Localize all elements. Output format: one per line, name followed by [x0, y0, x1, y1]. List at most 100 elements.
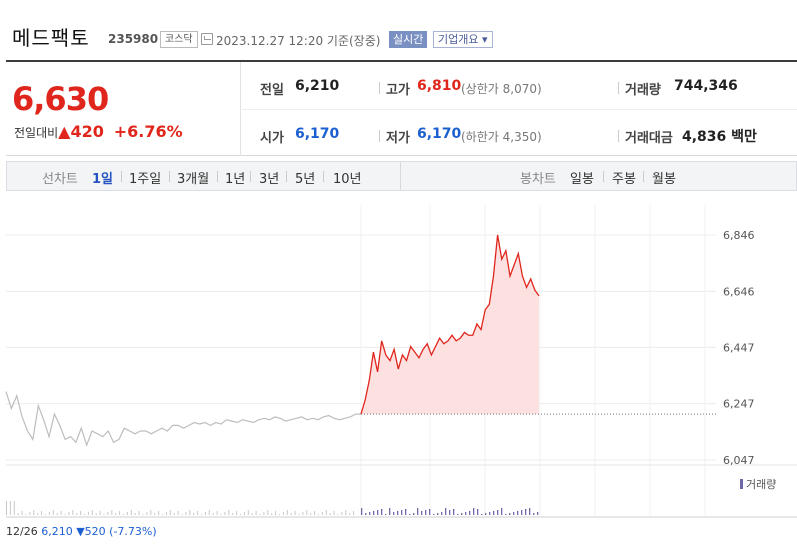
- current-price: 6,630: [12, 80, 109, 118]
- volume-bar: [138, 511, 140, 515]
- volume-bar: [445, 508, 447, 515]
- volume-bar: [417, 508, 419, 515]
- realtime-button[interactable]: 실시간: [389, 31, 428, 48]
- y-tick-label: 6,646: [723, 285, 755, 298]
- volume-bar: [212, 513, 214, 515]
- volume-legend-marker: [740, 479, 743, 489]
- prev-close-value: 6,210: [295, 78, 340, 94]
- volume-bar: [267, 510, 269, 515]
- volume-bar: [306, 510, 308, 515]
- volume-bar: [477, 509, 479, 515]
- volume-bar: [232, 513, 234, 515]
- volume-bar: [421, 511, 423, 515]
- volume-bar: [240, 514, 241, 515]
- change-label: 전일대비: [14, 126, 59, 140]
- volume-bar: [275, 511, 277, 515]
- volume-bar: [493, 511, 495, 515]
- volume-bar: [489, 512, 491, 515]
- volume-bar: [369, 512, 371, 515]
- volume-bar: [271, 513, 273, 515]
- volume-bar: [41, 511, 43, 515]
- volume-bar: [497, 510, 499, 515]
- volume-bar: [173, 513, 175, 515]
- volume-bar: [80, 511, 82, 515]
- y-tick-label: 6,047: [723, 454, 755, 467]
- divider: [379, 82, 380, 94]
- stock-header: 메드팩토 235980 코스닥 2023.12.27 12:20 기준(장중) …: [0, 0, 797, 60]
- volume-bar: [68, 512, 70, 515]
- volume-bar: [158, 511, 160, 515]
- volume-bar: [517, 511, 519, 515]
- volume-bar: [310, 513, 312, 515]
- volume-bar: [325, 510, 327, 515]
- volume-bar: [220, 514, 222, 515]
- volume-bar: [453, 509, 455, 515]
- volume-bar: [154, 513, 156, 515]
- volume-bar: [279, 514, 280, 515]
- volume-bar: [123, 514, 124, 515]
- low-label: 저가: [386, 131, 410, 146]
- volume-bar: [537, 512, 539, 515]
- high-label: 고가: [386, 83, 410, 98]
- volume-bar: [72, 510, 74, 515]
- volume-bar: [60, 511, 62, 515]
- divider: [240, 109, 797, 110]
- market-badge: 코스닥: [160, 31, 198, 48]
- volume-bar: [185, 512, 187, 515]
- volume-bar: [263, 512, 265, 515]
- volume-bar: [337, 514, 339, 515]
- stock-name[interactable]: 메드팩토: [12, 26, 90, 50]
- volume-bar: [361, 508, 363, 515]
- volume-bar: [9, 501, 11, 515]
- volume-bar: [259, 514, 261, 515]
- volume-bar: [95, 513, 97, 515]
- volume-bar: [146, 512, 148, 515]
- footer-change: ▼520 (-7.73%): [76, 525, 157, 538]
- divider: [603, 171, 604, 182]
- period-daily-candle[interactable]: 일봉: [570, 172, 594, 187]
- volume-bar: [99, 511, 101, 515]
- volume-bar: [353, 511, 355, 515]
- prev-day-line: [5, 391, 361, 447]
- volume-bar: [150, 510, 152, 515]
- volume-bar: [76, 513, 78, 515]
- period-10y[interactable]: 10년: [333, 172, 362, 187]
- volume-bar: [37, 513, 39, 515]
- period-1w[interactable]: 1주일: [129, 172, 162, 187]
- period-weekly-candle[interactable]: 주봉: [612, 172, 636, 187]
- volume-bar: [461, 513, 463, 515]
- clock-icon: [201, 33, 213, 45]
- volume-bar: [165, 512, 167, 515]
- volume-bar: [485, 513, 487, 515]
- divider: [618, 82, 619, 94]
- period-monthly-candle[interactable]: 월봉: [652, 172, 676, 187]
- period-1y[interactable]: 1년: [225, 172, 246, 187]
- volume-bar: [115, 513, 117, 515]
- volume-bar: [365, 513, 367, 515]
- period-3y[interactable]: 3년: [259, 172, 280, 187]
- volume-bar: [13, 501, 15, 515]
- company-overview-dropdown[interactable]: 기업개요 ▾: [433, 31, 493, 48]
- volume-bar: [193, 513, 195, 515]
- divider: [379, 130, 380, 142]
- volume-bar: [107, 512, 109, 515]
- volume-bar: [84, 514, 85, 515]
- prev-close-label: 전일: [260, 83, 284, 98]
- volume-bar: [142, 514, 144, 515]
- grid: [6, 205, 797, 518]
- period-5y[interactable]: 5년: [295, 172, 316, 187]
- divider: [643, 171, 644, 182]
- period-1d[interactable]: 1일: [92, 172, 114, 187]
- volume-bar: [204, 512, 206, 515]
- quote-panel: 6,630 전일대비▲420 +6.76% 전일 6,210 고가 6,810 …: [6, 60, 797, 156]
- period-3m[interactable]: 3개월: [177, 172, 210, 187]
- volume-bar: [91, 510, 93, 515]
- volume-bar: [298, 514, 300, 515]
- chart-footer: 12/26 6,210 ▼520 (-7.73%): [6, 525, 157, 538]
- low-value: 6,170: [417, 126, 462, 142]
- volume-bar: [349, 513, 351, 515]
- volume-bar: [469, 511, 471, 515]
- change-value: ▲420: [58, 122, 104, 141]
- volume-bar: [126, 512, 128, 515]
